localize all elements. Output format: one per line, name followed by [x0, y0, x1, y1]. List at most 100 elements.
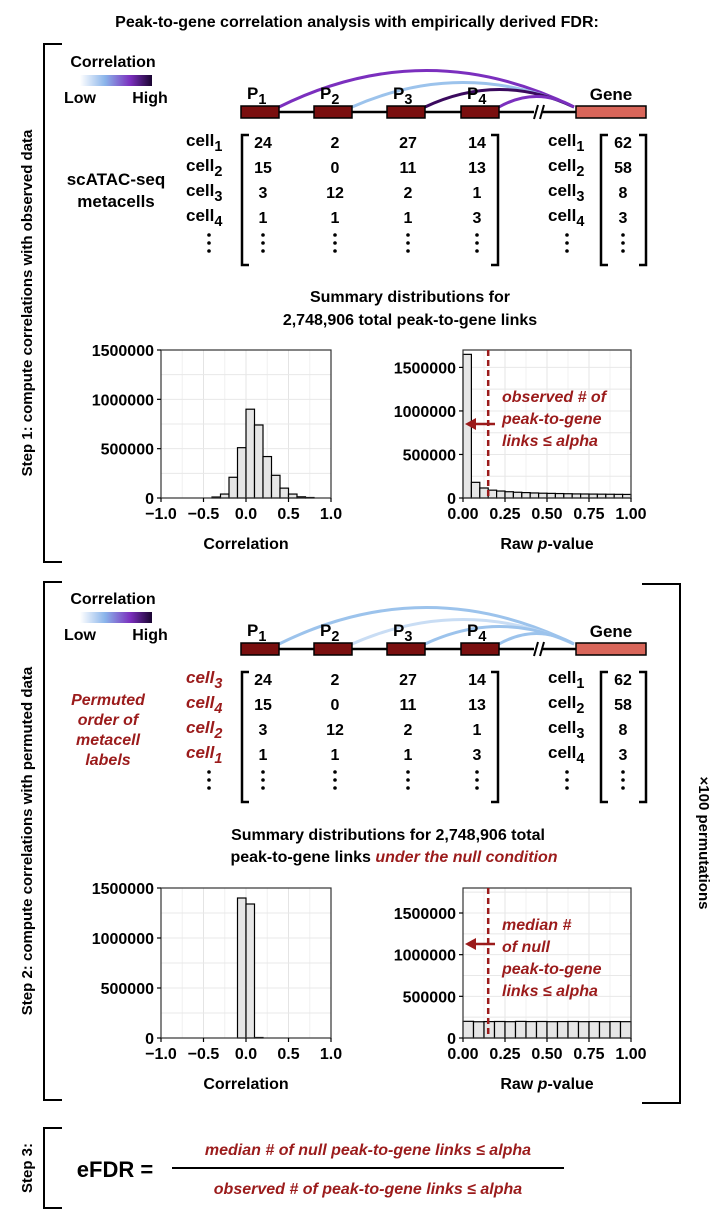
- step2-summary-line2b: under the null condition: [375, 849, 557, 866]
- matrix-cell: 1: [259, 747, 268, 764]
- matrix-cell: 2: [331, 135, 340, 152]
- gene-cell-label-1-base: cell: [548, 668, 576, 687]
- ellipsis-dots: [333, 233, 337, 237]
- cell-label-3-sub: 3: [214, 189, 222, 205]
- annotation-line: links ≤ alpha: [502, 983, 598, 1000]
- peak-label-1: P1: [247, 621, 266, 645]
- x-tick-label: −1.0: [145, 506, 177, 523]
- histogram-bar: [496, 490, 506, 499]
- y-tick-label: 500000: [101, 442, 154, 459]
- matrix-cell: 2: [404, 722, 413, 739]
- peak-label-4-sub: 4: [478, 629, 486, 645]
- permuted-note-line: metacell: [76, 732, 141, 749]
- peak-label-2-base: P: [320, 621, 331, 640]
- histogram-bar: [236, 897, 247, 1039]
- matrix-cell: 1: [404, 210, 413, 227]
- ellipsis-dots: [621, 770, 625, 774]
- legend-gradient: [80, 612, 152, 623]
- peak-label-1: P1: [247, 84, 266, 108]
- annotation-line: peak-to-gene: [501, 961, 602, 978]
- ellipsis-dots: [261, 786, 265, 790]
- x-tick-label: 1.0: [320, 506, 342, 523]
- break-mark-1: [533, 641, 539, 657]
- ellipsis-dots: [406, 233, 410, 237]
- matrix-cell: 1: [259, 210, 268, 227]
- gene-value: 3: [619, 210, 628, 227]
- gene-label: Gene: [590, 85, 633, 104]
- annotation-line: of null: [502, 939, 551, 956]
- histogram-4: 0.00 0.25 0.50 0.75 1.00 0 500000 1000000 150000…: [394, 887, 647, 1093]
- y-tick-label: 1000000: [394, 948, 456, 965]
- break-mark-1: [533, 104, 539, 120]
- gene-cell-label-4-sub: 4: [576, 751, 584, 767]
- cell-label-4-sub: 1: [214, 751, 222, 767]
- matrix-label-line2: metacells: [77, 192, 155, 211]
- ellipsis-dots: [621, 241, 625, 245]
- matrix-cell: 12: [326, 722, 344, 739]
- peak-label-4-base: P: [467, 621, 478, 640]
- x-tick-label: −0.5: [188, 506, 220, 523]
- histogram-bar: [571, 493, 582, 499]
- annotation-line: observed # of: [502, 389, 608, 406]
- ellipsis-dots: [565, 241, 569, 245]
- legend-title: Correlation: [70, 591, 155, 608]
- cell-label-1: cell1: [186, 131, 222, 155]
- histogram-bar: [493, 1020, 506, 1039]
- cell-label-2-base: cell: [186, 693, 216, 712]
- histogram-bar: [556, 1020, 569, 1039]
- peak-box-4: [460, 642, 500, 656]
- matrix-cell: 15: [254, 697, 272, 714]
- matrix-cell: 2: [331, 672, 340, 689]
- ellipsis-dots: [207, 786, 211, 790]
- step2-summary-line2: peak-to-gene links under the null condit…: [230, 849, 557, 866]
- link-arc-1: [278, 606, 575, 646]
- gene-box: [575, 105, 647, 119]
- x-tick-label: 0.50: [531, 1046, 562, 1063]
- y-tick-label: 1500000: [394, 360, 456, 377]
- ellipsis-dots: [207, 233, 211, 237]
- gene-cell-label-1-base: cell: [548, 131, 576, 150]
- annotation-arrow-head: [465, 418, 476, 430]
- peak-label-4-sub: 4: [478, 92, 486, 108]
- x-tick-label: 0.00: [447, 506, 478, 523]
- histogram-bar: [563, 493, 573, 499]
- x-label-prefix: Raw: [500, 536, 537, 553]
- gene-matrix-right-bracket: [639, 670, 648, 804]
- histogram-3: −1.0 −0.5 0.0 0.5 1.0 0 500000 1000000 1500000 Co…: [92, 881, 343, 1093]
- cell-label-2: cell2: [186, 156, 222, 180]
- gene-cell-label-3-sub: 3: [576, 726, 584, 742]
- ellipsis-dots: [621, 786, 625, 790]
- peak-label-3-base: P: [393, 84, 404, 103]
- cell-label-3: cell3: [186, 181, 222, 205]
- y-tick-label: 1000000: [92, 931, 154, 948]
- histogram-bar: [579, 493, 590, 499]
- legend-high: High: [132, 627, 168, 644]
- peak-label-2-base: P: [320, 84, 331, 103]
- annotation-line: links ≤ alpha: [502, 433, 598, 450]
- x-label-italic: p: [537, 536, 548, 553]
- peak-label-3-sub: 3: [404, 629, 412, 645]
- page-title: Peak-to-gene correlation analysis with e…: [115, 14, 599, 31]
- histogram-bar: [529, 492, 540, 499]
- step2-summary-line2a: peak-to-gene links: [230, 849, 375, 866]
- ellipsis-dots: [475, 241, 479, 245]
- histogram-bar: [546, 1021, 559, 1039]
- x-label-suffix: -value: [547, 1076, 593, 1093]
- gene-cell-label-4-base: cell: [548, 743, 576, 762]
- cell-label-4: cell4: [186, 206, 222, 230]
- gene-cell-label-4-sub: 4: [576, 214, 584, 230]
- cell-label-4-base: cell: [186, 206, 214, 225]
- histogram-bar: [609, 1020, 622, 1039]
- histogram-bar: [470, 481, 481, 499]
- efdr-denominator: observed # of peak-to-gene links ≤ alpha: [214, 1181, 523, 1198]
- histogram-bar: [270, 474, 281, 499]
- gene-matrix-left-bracket: [599, 133, 608, 267]
- ellipsis-dots: [565, 249, 569, 253]
- cell-label-4-base: cell: [186, 743, 216, 762]
- matrix-cell: 13: [468, 160, 486, 177]
- cell-label-4: cell1: [186, 743, 222, 767]
- step2-label: Step 2: compute correlations with permut…: [19, 666, 36, 1015]
- peak-box-1: [240, 105, 280, 119]
